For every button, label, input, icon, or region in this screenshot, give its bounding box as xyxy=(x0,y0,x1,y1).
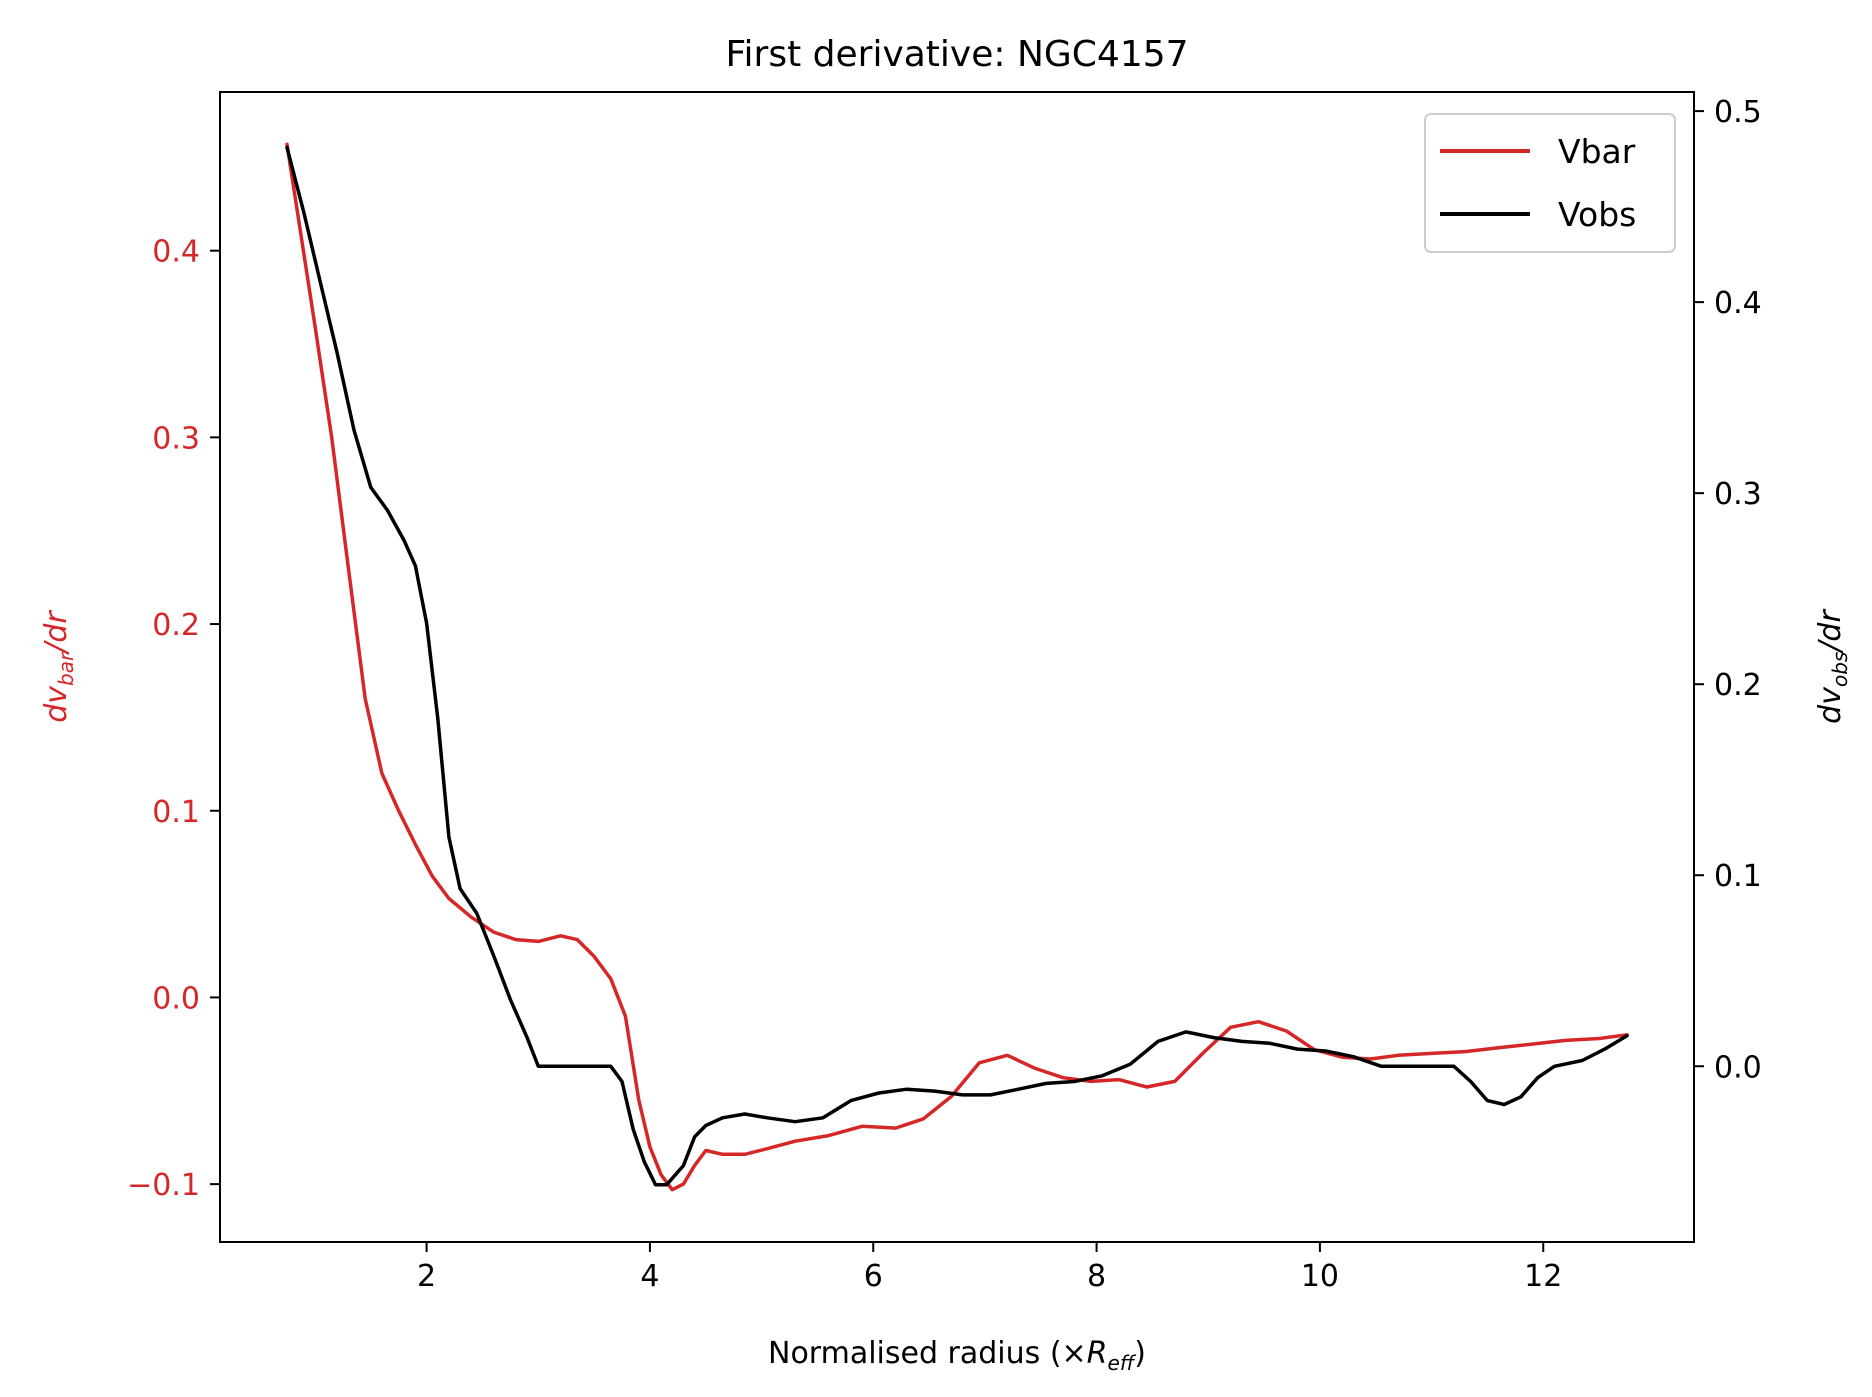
x-tick-label: 6 xyxy=(864,1259,883,1294)
right-y-axis-label-suffix: /dr xyxy=(1813,609,1848,655)
x-axis-label-prefix: Normalised radius (× xyxy=(768,1336,1087,1371)
right-y-axis-label-prefix: dv xyxy=(1813,686,1848,724)
right-y-tick-label: 0.3 xyxy=(1714,477,1762,512)
right-y-tick-label: 0.2 xyxy=(1714,668,1762,703)
left-y-axis-label-prefix: dv xyxy=(39,685,74,723)
x-tick-label: 10 xyxy=(1301,1259,1339,1294)
left-y-tick-label: 0.1 xyxy=(152,795,200,830)
legend: Vbar Vobs xyxy=(1424,113,1676,253)
left-y-axis-label-suffix: /dr xyxy=(39,610,74,656)
x-axis-ticks: 2 4 6 8 10 12 xyxy=(417,1242,1562,1294)
left-y-tick-label: −0.1 xyxy=(127,1168,200,1203)
x-axis-label-suffix: ) xyxy=(1134,1336,1146,1371)
left-y-tick-label: 0.3 xyxy=(152,421,200,456)
right-y-tick-label: 0.4 xyxy=(1714,286,1762,321)
chart-title: First derivative: NGC4157 xyxy=(725,34,1188,75)
plot-lines xyxy=(285,142,1629,1192)
right-y-tick-label: 0.5 xyxy=(1714,95,1762,130)
right-y-axis-label: dvobs/dr xyxy=(1813,609,1852,724)
x-tick-label: 12 xyxy=(1524,1259,1562,1294)
right-y-axis-ticks: 0.0 0.1 0.2 0.3 0.4 0.5 xyxy=(1694,95,1762,1085)
left-y-axis-ticks: −0.1 0.0 0.1 0.2 0.3 0.4 xyxy=(127,235,220,1203)
legend-box xyxy=(1424,113,1676,253)
left-y-tick-label: 0.2 xyxy=(152,608,200,643)
right-y-tick-label: 0.1 xyxy=(1714,859,1762,894)
series-line-vobs xyxy=(285,145,1629,1187)
x-axis-label-var: R xyxy=(1087,1336,1108,1371)
x-axis-label-sub: eff xyxy=(1108,1351,1137,1375)
x-axis-label: Normalised radius (×Reff) xyxy=(768,1336,1146,1375)
right-y-axis-label-sub: obs xyxy=(1828,652,1852,687)
left-y-axis-label-sub: bar xyxy=(54,651,78,686)
left-y-tick-label: 0.0 xyxy=(152,981,200,1016)
plot-frame xyxy=(219,91,1695,1243)
left-y-tick-label: 0.4 xyxy=(152,235,200,270)
legend-vbar-label: Vbar xyxy=(1558,132,1636,171)
left-y-axis-label: dvbar/dr xyxy=(39,610,78,723)
x-tick-label: 2 xyxy=(417,1259,436,1294)
right-y-tick-label: 0.0 xyxy=(1714,1050,1762,1085)
legend-vobs-label: Vobs xyxy=(1558,195,1636,234)
series-line-vbar xyxy=(285,142,1629,1192)
x-tick-label: 4 xyxy=(640,1259,659,1294)
x-tick-label: 8 xyxy=(1087,1259,1106,1294)
